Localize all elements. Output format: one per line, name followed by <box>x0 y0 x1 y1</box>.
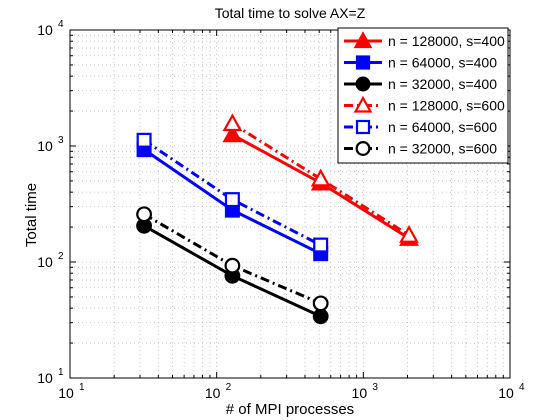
data-point <box>136 132 152 148</box>
data-point <box>312 295 329 312</box>
legend-marker <box>353 31 373 49</box>
data-point <box>222 113 243 132</box>
legend-marker <box>355 119 371 135</box>
y-tick-label-base: 10 <box>37 254 53 270</box>
x-tick-label-exponent: 4 <box>519 382 525 393</box>
x-axis-title: # of MPI processes <box>226 401 354 418</box>
series-6 <box>136 206 329 312</box>
legend-entry: n = 32000, s=600 <box>344 141 497 157</box>
legend: n = 128000, s=400 n = 64000, s=400 n = 320… <box>337 27 509 164</box>
x-tick-label-exponent: 1 <box>79 382 85 393</box>
x-tick-label-exponent: 3 <box>372 382 378 393</box>
x-tick-label-base: 10 <box>498 385 514 401</box>
data-point <box>310 168 331 187</box>
x-tick-label-exponent: 2 <box>226 382 232 393</box>
y-tick-label-base: 10 <box>37 138 53 154</box>
legend-entry: n = 128000, s=400 <box>344 31 505 49</box>
legend-label: n = 128000, s=400 <box>388 33 505 49</box>
x-tick-label: 10 1 <box>58 382 85 401</box>
series-5 <box>136 132 329 253</box>
legend-entry: n = 128000, s=600 <box>344 95 505 114</box>
legend-marker <box>353 95 373 113</box>
legend-entry: n = 64000, s=400 <box>344 55 497 71</box>
x-tick-labels: 10 1 10 2 10 3 10 4 <box>58 382 525 401</box>
series-3 <box>136 217 329 325</box>
series-line <box>143 139 322 247</box>
legend-box <box>337 27 509 164</box>
legend-label: n = 32000, s=600 <box>388 141 497 157</box>
x-tick-label-base: 10 <box>205 385 221 401</box>
legend-entry: n = 32000, s=400 <box>344 76 497 92</box>
y-tick-label: 10 1 <box>37 367 64 386</box>
data-point <box>313 237 329 253</box>
y-axis-title: Total time <box>23 183 40 247</box>
y-tick-label-exponent: 2 <box>58 251 64 262</box>
y-tick-label-exponent: 1 <box>58 367 64 378</box>
legend-label: n = 64000, s=600 <box>388 119 497 135</box>
legend-marker <box>355 141 371 156</box>
data-point <box>224 257 241 274</box>
chart-title: Total time to solve AX=Z <box>215 5 366 21</box>
legend-entry: n = 64000, s=600 <box>344 119 497 135</box>
y-tick-label: 10 4 <box>37 19 64 38</box>
plot-area-frame <box>69 29 511 379</box>
x-tick-label: 10 3 <box>352 382 379 401</box>
legend-label: n = 128000, s=600 <box>388 98 505 114</box>
data-series <box>136 113 419 325</box>
series-4 <box>222 113 419 243</box>
legend-label: n = 64000, s=400 <box>388 55 497 71</box>
x-tick-label: 10 4 <box>498 382 525 401</box>
x-tick-label-base: 10 <box>58 385 74 401</box>
legend-marker <box>355 55 371 70</box>
data-point <box>312 308 329 325</box>
series-line <box>231 122 410 237</box>
data-point <box>222 124 243 143</box>
y-tick-label: 10 2 <box>37 251 64 270</box>
y-tick-label-exponent: 3 <box>58 135 64 146</box>
data-point <box>136 206 152 223</box>
y-tick-label-base: 10 <box>37 22 53 38</box>
legend-marker <box>355 76 371 92</box>
grid <box>70 30 510 378</box>
y-tick-labels: 10 1 10 2 10 3 10 4 <box>37 19 64 386</box>
axis-ticks <box>70 30 510 378</box>
data-point <box>224 192 240 208</box>
y-tick-label-exponent: 4 <box>58 19 64 30</box>
y-tick-label: 10 3 <box>37 135 64 154</box>
y-tick-label-base: 10 <box>37 370 53 386</box>
x-tick-label: 10 2 <box>205 382 232 401</box>
legend-label: n = 32000, s=400 <box>388 76 497 92</box>
data-point <box>399 225 419 243</box>
x-tick-label-base: 10 <box>352 385 368 401</box>
